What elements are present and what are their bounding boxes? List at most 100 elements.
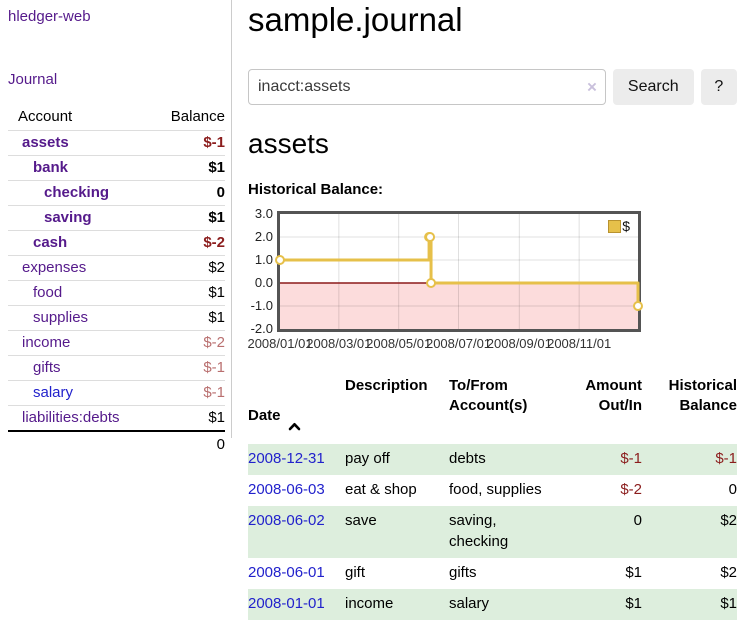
account-link[interactable]: saving — [44, 209, 92, 226]
transaction-row: 2008-06-02 save saving, checking 0 $2 — [248, 506, 737, 558]
accounts-total-row: 0 — [8, 430, 225, 457]
transaction-balance: 0 — [728, 481, 737, 498]
account-link[interactable]: liabilities:debts — [22, 409, 120, 426]
clear-search-icon[interactable]: × — [586, 77, 597, 97]
transaction-date-link[interactable]: 2008-06-02 — [248, 512, 325, 530]
accounts-header: To/From Account(s) — [449, 377, 528, 415]
transaction-date-link[interactable]: 2008-12-31 — [248, 449, 325, 467]
account-link[interactable]: bank — [33, 159, 69, 176]
main-content: sample.journal × Search ? assets Histori… — [247, 0, 737, 620]
account-balance: $1 — [208, 309, 225, 326]
account-row: salary $-1 — [8, 380, 225, 406]
transaction-amount: $1 — [625, 595, 642, 612]
transaction-description: gift — [345, 563, 366, 581]
register-header-row: Date Description To/From Account(s) Amou… — [248, 376, 737, 444]
transaction-balance: $2 — [720, 563, 737, 581]
account-row: supplies $1 — [8, 305, 225, 331]
transaction-amount: $-1 — [620, 449, 642, 467]
account-balance: $-1 — [203, 384, 225, 401]
accounts-table: Account Balance assets $-1 bank $1 check… — [8, 105, 225, 457]
account-row: income $-2 — [8, 330, 225, 356]
transaction-accounts: gifts — [449, 563, 477, 581]
search-bar: × Search ? — [248, 69, 737, 105]
search-button[interactable]: Search — [612, 69, 694, 105]
accounts-header-balance: Balance — [170, 108, 225, 125]
chart-canvas — [275, 214, 643, 329]
account-row: food $1 — [8, 280, 225, 306]
account-link[interactable]: income — [22, 334, 71, 351]
help-button[interactable]: ? — [700, 69, 737, 105]
transaction-amount: 0 — [633, 512, 642, 530]
journal-nav-link[interactable]: Journal — [8, 71, 58, 88]
search-input[interactable] — [248, 69, 606, 105]
transaction-description: income — [345, 595, 394, 612]
account-balance: $2 — [208, 259, 225, 276]
account-row: bank $1 — [8, 155, 225, 181]
y-axis-tick-label: 3.0 — [254, 206, 273, 221]
x-axis-tick-label: 2008/01/01 — [247, 336, 313, 351]
account-link[interactable]: expenses — [22, 259, 87, 276]
account-balance: $-1 — [203, 134, 225, 151]
x-axis-tick-label: 2008/09/01 — [486, 336, 552, 351]
transaction-amount: $1 — [625, 563, 642, 581]
account-link[interactable]: assets — [22, 134, 69, 151]
x-axis-tick-label: 2008/11/01 — [547, 336, 612, 351]
account-row: assets $-1 — [8, 130, 225, 156]
transaction-accounts: food, supplies — [449, 481, 542, 498]
amount-header: Amount Out/In — [585, 377, 642, 415]
account-balance: $1 — [208, 409, 225, 426]
accounts-header-row: Account Balance — [8, 105, 225, 131]
account-balance: $1 — [208, 284, 225, 301]
transaction-description: eat & shop — [345, 481, 417, 498]
register-table: Date Description To/From Account(s) Amou… — [248, 376, 737, 620]
transaction-date-link[interactable]: 2008-01-01 — [248, 595, 325, 612]
account-row: saving $1 — [8, 205, 225, 231]
account-row: expenses $2 — [8, 255, 225, 281]
chart-x-axis-labels: 2008/01/01 2008/03/01 2008/05/01 2008/07/01… — [247, 336, 641, 354]
account-balance: $-2 — [203, 334, 225, 351]
sort-asc-icon — [288, 397, 301, 438]
account-link[interactable]: checking — [44, 184, 110, 201]
description-header: Description — [345, 377, 428, 394]
transaction-date-link[interactable]: 2008-06-03 — [248, 481, 325, 498]
account-row: checking 0 — [8, 180, 225, 206]
transaction-amount: $-2 — [620, 481, 642, 498]
account-row: gifts $-1 — [8, 355, 225, 381]
x-axis-tick-label: 2008/05/01 — [366, 336, 432, 351]
x-axis-tick-label: 2008/03/01 — [306, 336, 372, 351]
transaction-accounts: salary — [449, 595, 490, 612]
account-heading: assets — [248, 128, 329, 159]
accounts-total: 0 — [145, 430, 225, 457]
historical-balance-chart: $ 3.0 2.0 1.0 0.0 -1.0 -2.0 2008/01/01 2008/03… — [247, 206, 643, 354]
y-axis-tick-label: -2.0 — [250, 321, 273, 336]
transaction-description: save — [345, 512, 377, 530]
transaction-date-link[interactable]: 2008-06-01 — [248, 563, 325, 581]
transaction-accounts: debts — [449, 449, 486, 467]
y-axis-tick-label: -1.0 — [250, 298, 273, 313]
y-axis-tick-label: 1.0 — [254, 252, 273, 267]
date-sort-header[interactable]: Date — [248, 396, 301, 437]
account-balance: $1 — [208, 159, 225, 176]
x-axis-tick-label: 2008/07/01 — [425, 336, 492, 351]
transaction-balance: $-1 — [715, 449, 737, 467]
chart-title: Historical Balance: — [248, 181, 384, 198]
account-link[interactable]: salary — [33, 384, 74, 401]
account-link[interactable]: supplies — [33, 309, 89, 326]
balance-header: Historical Balance — [668, 377, 737, 415]
account-link[interactable]: food — [33, 284, 63, 301]
account-row: cash $-2 — [8, 230, 225, 256]
transaction-balance: $2 — [720, 512, 737, 530]
y-axis-tick-label: 0.0 — [254, 275, 273, 290]
account-link[interactable]: gifts — [33, 359, 61, 376]
account-row: liabilities:debts $1 — [8, 405, 225, 432]
account-balance: 0 — [216, 184, 225, 201]
chart-plot-area: $ 3.0 2.0 1.0 0.0 -1.0 -2.0 — [251, 206, 643, 336]
app-title-link[interactable]: hledger-web — [8, 8, 91, 25]
transaction-description: pay off — [345, 449, 390, 467]
account-link[interactable]: cash — [33, 234, 68, 251]
transaction-row: 2008-06-01 gift gifts $1 $2 — [248, 558, 737, 589]
transaction-balance: $1 — [720, 595, 737, 612]
y-axis-tick-label: 2.0 — [254, 229, 273, 244]
page-title: sample.journal — [248, 1, 463, 38]
accounts-header-account: Account — [18, 108, 73, 125]
